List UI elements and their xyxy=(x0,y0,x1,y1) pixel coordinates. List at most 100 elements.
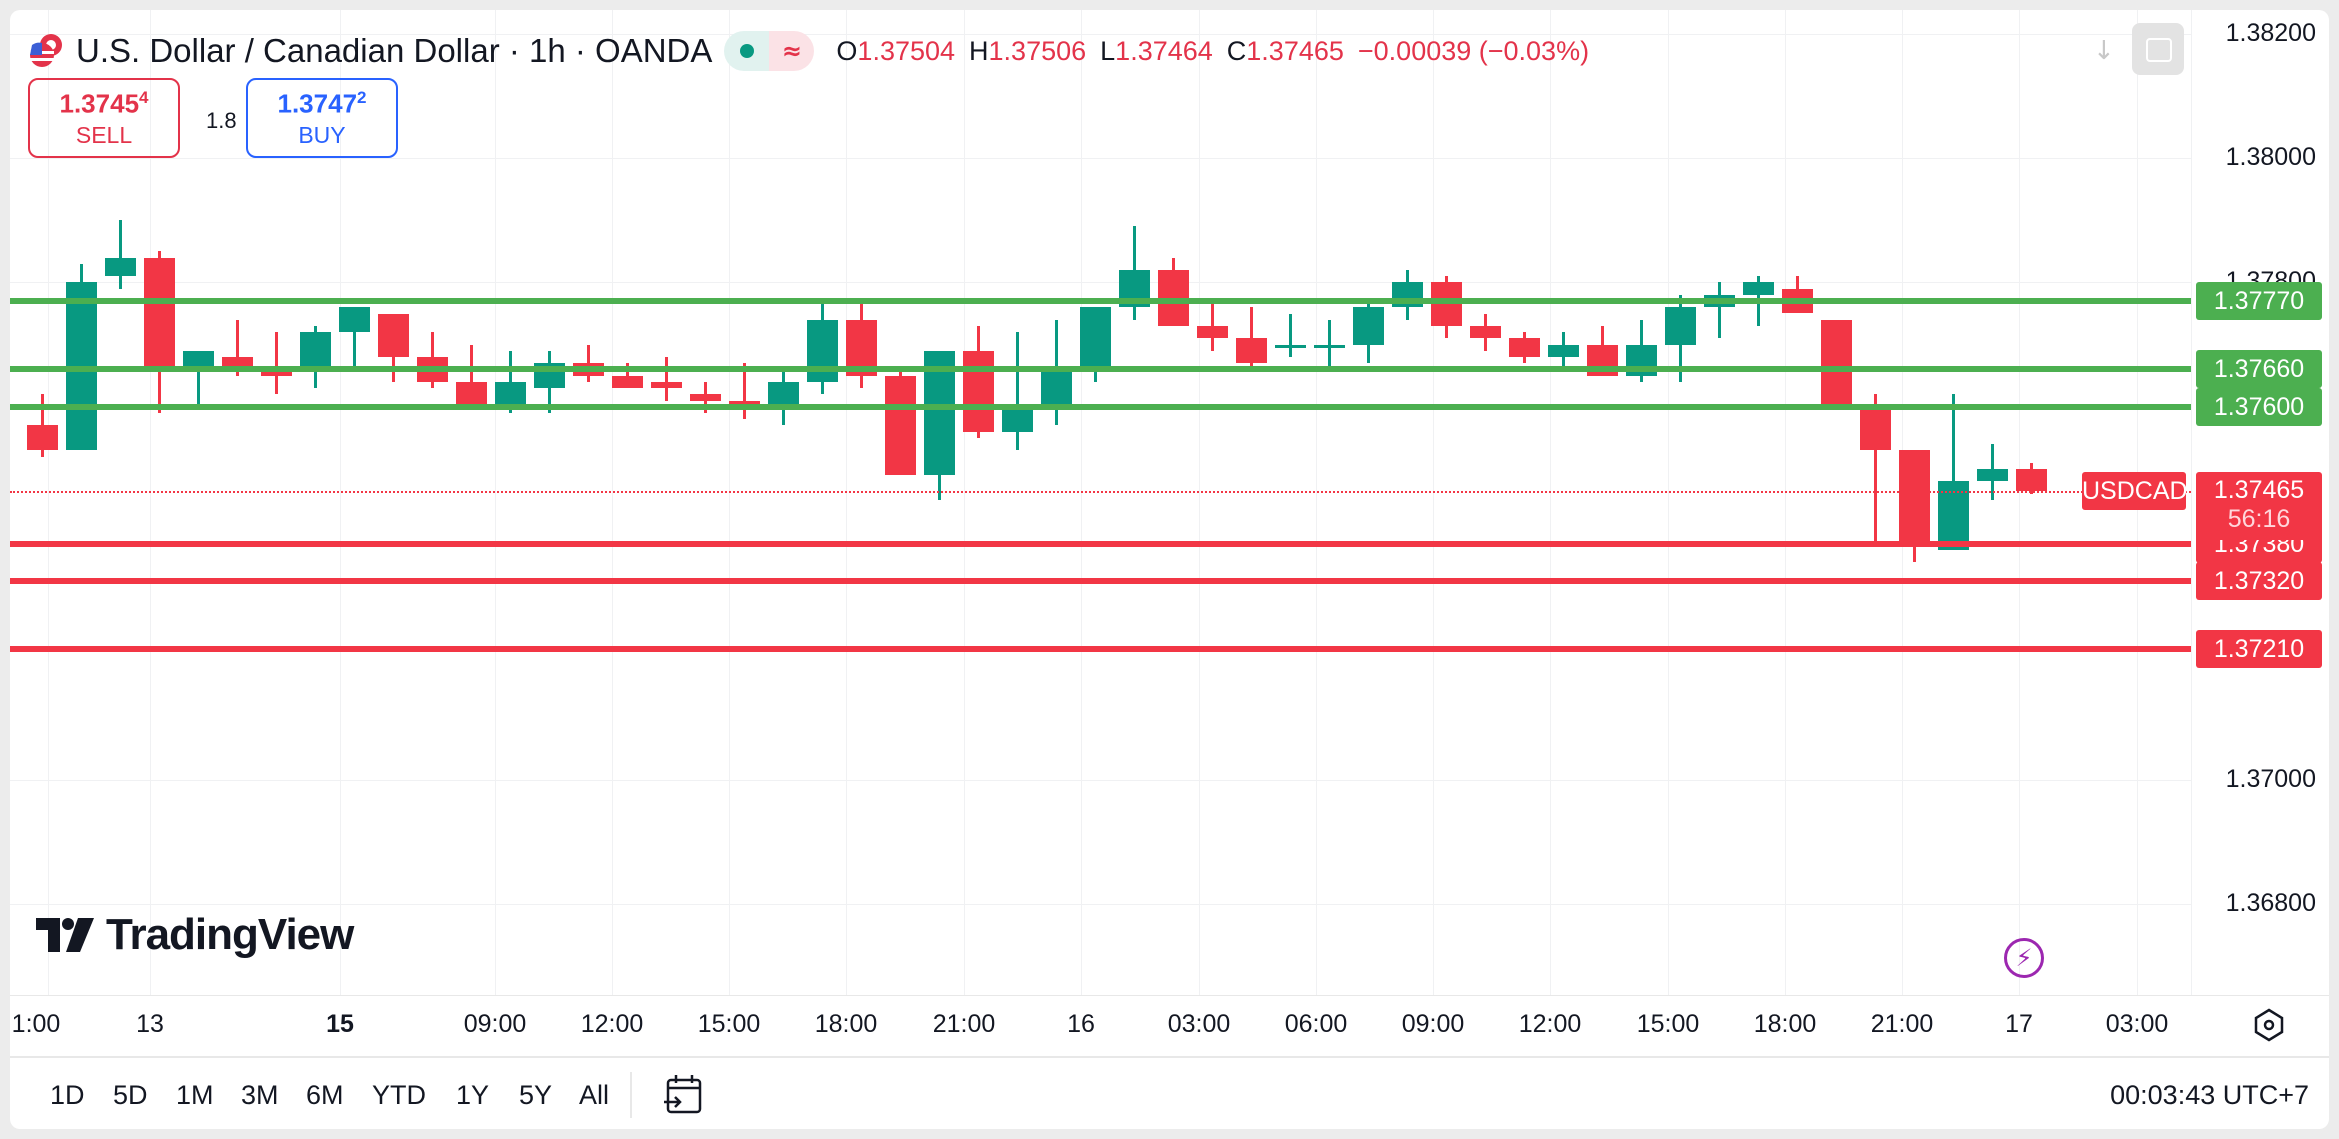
bottom-toolbar: 00:03:43 UTC+7 1D 5D 1M 3M 6M YTD 1Y 5Y All xyxy=(10,1056,2329,1129)
range-button-5d[interactable]: 5D xyxy=(113,1080,148,1110)
price-tick-label: 1.38000 xyxy=(2225,143,2316,171)
candle-body xyxy=(1314,344,1345,348)
candle-body xyxy=(1899,450,1930,544)
range-button-6m[interactable]: 6M xyxy=(306,1080,344,1110)
scroll-to-latest-icon[interactable]: ↓ xyxy=(2093,36,2115,66)
level-price-label: 1.37600 xyxy=(2196,387,2322,426)
grid-line-vertical xyxy=(1785,10,1786,995)
buy-price-pip: 2 xyxy=(357,88,367,107)
horizontal-level-line[interactable] xyxy=(10,366,2191,373)
candle-body xyxy=(729,400,760,407)
usd-cad-flags-icon xyxy=(28,33,64,69)
level-price-label: 1.37770 xyxy=(2196,282,2322,321)
horizontal-level-line[interactable] xyxy=(10,298,2191,305)
tradingview-logo[interactable]: TradingView xyxy=(36,910,354,960)
buy-button[interactable]: 1.37472 BUY xyxy=(246,78,398,158)
time-tick-label: 12:00 xyxy=(580,1010,644,1038)
candle-body xyxy=(651,381,682,389)
symbol-price-tag: USDCAD xyxy=(2082,471,2188,510)
grid-line-vertical xyxy=(1199,10,1200,995)
events-lightning-icon[interactable]: ⚡ xyxy=(2004,938,2044,978)
range-button-ytd[interactable]: YTD xyxy=(372,1080,426,1110)
range-button-all[interactable]: All xyxy=(579,1080,610,1110)
price-tick-label: 1.37000 xyxy=(2225,765,2316,793)
time-tick-label: 09:00 xyxy=(1401,1010,1465,1038)
chart-plot-area[interactable] xyxy=(10,10,2191,995)
candle-body xyxy=(690,394,721,401)
grid-line-horizontal xyxy=(10,158,2191,159)
grid-line-vertical xyxy=(495,10,496,995)
candle-body xyxy=(885,375,916,476)
level-price-label: 1.37210 xyxy=(2196,630,2322,669)
grid-line-vertical xyxy=(2019,10,2020,995)
delayed-data-icon: ≈ xyxy=(769,31,815,71)
market-open-icon xyxy=(724,31,770,71)
sell-price: 1.3745 xyxy=(59,88,140,119)
level-price-label: 1.37660 xyxy=(2196,350,2322,389)
sell-button[interactable]: 1.37454 SELL xyxy=(28,78,180,158)
candle-body xyxy=(66,282,97,451)
candle-body xyxy=(1080,307,1111,370)
time-tick-label: 13 xyxy=(136,1010,164,1038)
candle-body xyxy=(105,257,136,277)
candle-body xyxy=(1665,307,1696,345)
candle-wick xyxy=(470,344,473,407)
candle-body xyxy=(183,350,214,370)
time-tick-label: 16 xyxy=(1067,1010,1095,1038)
time-tick-label: 15:00 xyxy=(1636,1010,1700,1038)
time-tick-label: 03:00 xyxy=(1167,1010,1231,1038)
time-tick-label: 21:00 xyxy=(932,1010,996,1038)
sell-price-pip: 4 xyxy=(139,88,149,107)
time-axis[interactable]: 1:00 13 15 09:00 12:00 15:00 18:00 21:00 16 03:00… xyxy=(10,995,2329,1056)
grid-line-vertical xyxy=(612,10,613,995)
time-tick-label: 21:00 xyxy=(1870,1010,1934,1038)
grid-line-vertical xyxy=(150,10,151,995)
candle-body xyxy=(1821,319,1852,407)
candle-wick xyxy=(743,363,746,420)
chart-widget: U.S. Dollar / Canadian Dollar · 1h · OAN… xyxy=(10,10,2329,1129)
time-tick-label: 17 xyxy=(2005,1010,2033,1038)
candle-body xyxy=(144,257,175,370)
candle-body xyxy=(1197,325,1228,339)
market-status-chip[interactable]: ≈ xyxy=(724,31,815,71)
grid-line-vertical xyxy=(1433,10,1434,995)
buy-label: BUY xyxy=(298,121,346,148)
candle-body xyxy=(1431,282,1462,326)
candle-body xyxy=(1002,406,1033,432)
range-button-1d[interactable]: 1D xyxy=(50,1080,85,1110)
horizontal-level-line[interactable] xyxy=(10,646,2191,653)
timezone-clock[interactable]: 00:03:43 UTC+7 xyxy=(2110,1080,2309,1110)
grid-line-horizontal xyxy=(10,282,2191,284)
horizontal-level-line[interactable] xyxy=(10,577,2191,584)
time-tick-label: 06:00 xyxy=(1284,1010,1348,1038)
fullscreen-button[interactable] xyxy=(2132,23,2184,75)
candle-wick xyxy=(1952,394,1955,550)
go-to-date-icon[interactable] xyxy=(662,1072,706,1122)
close-value: 1.37465 xyxy=(1246,35,1344,66)
candle-body xyxy=(1470,325,1501,339)
grid-line-vertical xyxy=(964,10,965,995)
range-button-5y[interactable]: 5Y xyxy=(519,1080,553,1110)
grid-line-vertical xyxy=(1081,10,1082,995)
chart-settings-icon[interactable] xyxy=(2252,1008,2286,1046)
candle-body xyxy=(339,307,370,333)
horizontal-level-line[interactable] xyxy=(10,403,2191,410)
grid-line-vertical xyxy=(1550,10,1551,995)
time-tick-label: 1:00 xyxy=(11,1010,61,1038)
range-button-3m[interactable]: 3M xyxy=(241,1080,279,1110)
range-button-1m[interactable]: 1M xyxy=(176,1080,214,1110)
grid-line-horizontal xyxy=(10,33,2191,35)
high-label: H xyxy=(969,35,989,66)
candle-body xyxy=(1275,344,1306,348)
candle-body xyxy=(1743,282,1774,295)
symbol-title[interactable]: U.S. Dollar / Canadian Dollar · 1h · OAN… xyxy=(76,32,713,69)
current-price-line xyxy=(10,490,2191,493)
horizontal-level-line[interactable] xyxy=(10,540,2191,547)
candle-body xyxy=(1158,269,1189,326)
candle-body xyxy=(963,350,994,432)
candle-body xyxy=(807,319,838,382)
change-value: −0.00039 (−0.03%) xyxy=(1357,35,1590,66)
candle-body xyxy=(1548,344,1579,358)
range-button-1y[interactable]: 1Y xyxy=(456,1080,490,1110)
candle-body xyxy=(456,381,487,407)
